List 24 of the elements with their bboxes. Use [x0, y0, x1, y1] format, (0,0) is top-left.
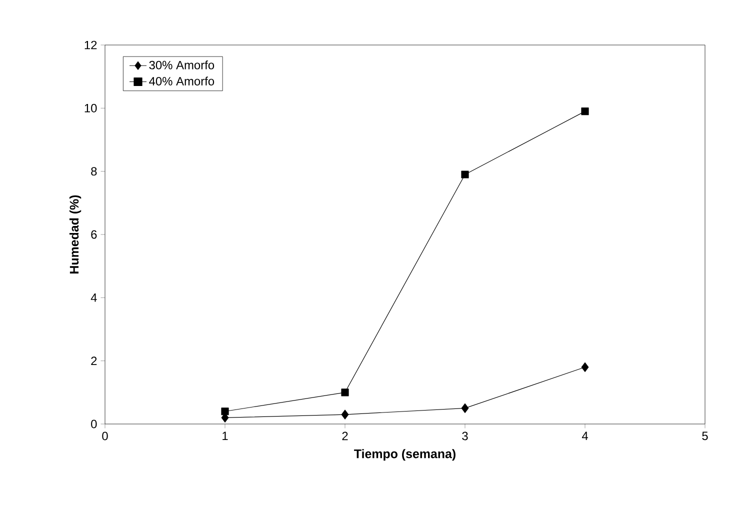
- x-tick-label: 1: [222, 432, 228, 440]
- x-tick-label: 5: [702, 432, 708, 440]
- x-tick-label: 2: [342, 432, 348, 440]
- point: [581, 108, 589, 116]
- point: [461, 403, 469, 414]
- y-tick-label: 4: [90, 294, 97, 302]
- point: [581, 362, 589, 372]
- legend-label: 40% Amorfo: [149, 76, 214, 86]
- y-axis-title: Humedad (%): [69, 195, 82, 274]
- point: [461, 170, 469, 178]
- y-tick-label: 6: [91, 230, 97, 239]
- y-tick-label: 0: [91, 420, 97, 428]
- point: [341, 388, 349, 396]
- y-tick-label: 8: [91, 167, 97, 176]
- y-tick-label: 12: [84, 40, 97, 50]
- y-tick-label: 2: [91, 356, 97, 366]
- x-tick-label: 3: [462, 432, 468, 440]
- y-tick-label: 10: [84, 104, 97, 112]
- legend-label: 30% Amorfo: [149, 60, 214, 70]
- x-tick-label: 0: [102, 432, 108, 440]
- point: [221, 408, 229, 416]
- point: [341, 410, 349, 420]
- x-axis-title: Tiempo (semana): [354, 449, 456, 461]
- x-tick-label: 4: [582, 432, 588, 440]
